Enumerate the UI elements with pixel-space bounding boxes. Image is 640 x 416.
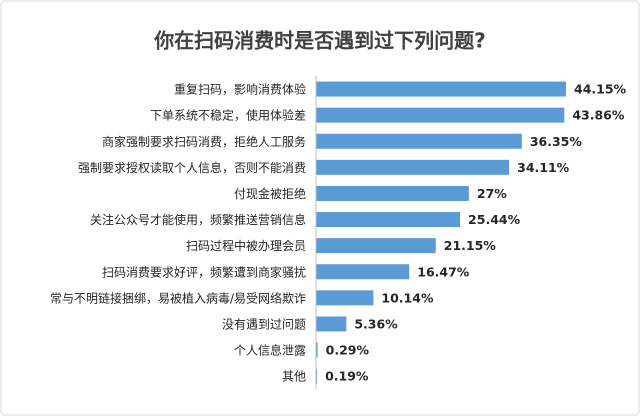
bar xyxy=(316,185,469,201)
category-label: 没有遇到过问题 xyxy=(222,316,306,331)
value-label: 0.19% xyxy=(325,369,369,384)
bar xyxy=(316,133,522,149)
category-label: 其他 xyxy=(282,370,306,384)
value-label: 25.44% xyxy=(468,212,521,227)
category-label: 商家强制要求扫码消费，拒绝人工服务 xyxy=(102,134,306,149)
bar xyxy=(316,81,566,97)
value-label: 10.14% xyxy=(381,290,434,305)
value-label: 36.35% xyxy=(530,134,583,149)
value-label: 5.36% xyxy=(354,316,398,331)
bar xyxy=(316,212,461,228)
value-label: 0.29% xyxy=(326,343,370,358)
value-label: 21.15% xyxy=(444,238,497,253)
bar xyxy=(316,290,374,306)
value-label: 44.15% xyxy=(574,82,627,97)
category-label: 付现金被拒绝 xyxy=(234,186,306,201)
chart-title: 你在扫码消费时是否遇到过下列问题? xyxy=(153,29,486,53)
bar xyxy=(316,342,318,358)
category-label: 扫码消费要求好评，频繁遭到商家骚扰 xyxy=(102,264,306,279)
bar xyxy=(316,368,318,384)
value-label: 16.47% xyxy=(417,264,470,279)
bar xyxy=(316,264,410,280)
bar xyxy=(316,107,565,123)
category-label: 强制要求授权读取个人信息，否则不能消费 xyxy=(78,160,306,175)
bar xyxy=(316,316,347,332)
category-label: 个人信息泄露 xyxy=(234,343,306,358)
value-label: 27% xyxy=(477,186,507,201)
category-label: 下单系统不稳定，使用体验差 xyxy=(150,108,306,123)
bar xyxy=(316,159,510,175)
category-label: 关注公众号才能使用，频繁推送营销信息 xyxy=(90,212,306,227)
bar xyxy=(316,238,436,254)
category-label: 扫码过程中被办理会员 xyxy=(186,238,306,253)
value-label: 34.11% xyxy=(517,160,570,175)
category-label: 常与不明链接捆绑，易被植入病毒/易受网络欺诈 xyxy=(50,290,306,305)
value-label: 43.86% xyxy=(572,108,625,123)
category-label: 重复扫码，影响消费体验 xyxy=(174,82,306,97)
